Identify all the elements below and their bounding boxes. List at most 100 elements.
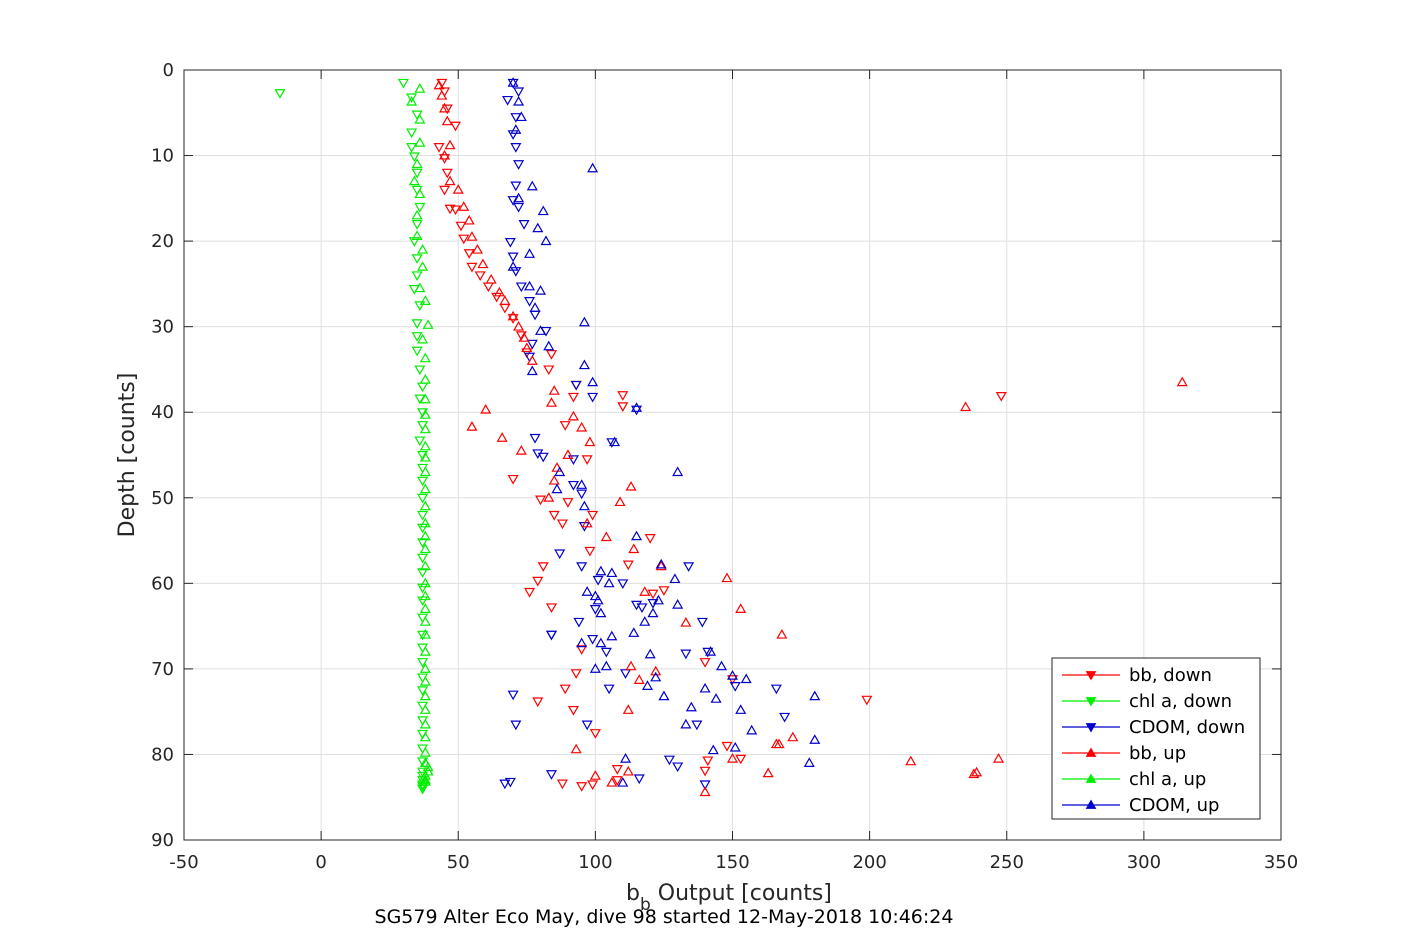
data-point — [603, 577, 615, 588]
data-point — [419, 747, 431, 757]
data-point — [600, 660, 612, 671]
data-point — [589, 663, 601, 673]
data-point — [606, 567, 618, 578]
legend-marker — [1085, 697, 1097, 707]
data-point — [419, 663, 431, 673]
data-point — [397, 78, 409, 89]
data-point — [532, 449, 544, 459]
data-point — [526, 355, 538, 365]
data-point — [787, 731, 799, 742]
data-point — [507, 77, 519, 87]
x-tick-label: 250 — [990, 852, 1024, 873]
data-point — [603, 684, 615, 695]
data-point — [513, 202, 525, 213]
data-point — [537, 562, 549, 572]
data-point — [521, 342, 533, 353]
data-point — [611, 765, 623, 775]
x-axis-label-tail: Output [counts] — [651, 881, 832, 906]
data-point — [633, 774, 645, 785]
y-tick-label: 40 — [151, 402, 174, 423]
x-tick-label: 150 — [715, 852, 749, 873]
data-point — [518, 332, 530, 342]
data-point — [658, 690, 670, 701]
y-tick-label: 80 — [151, 744, 174, 765]
legend-items: bb, down chl a, down CDOM, down bb, up chl a… — [1062, 665, 1245, 816]
data-point — [439, 102, 451, 113]
data-point — [576, 479, 588, 489]
data-point — [609, 436, 621, 447]
data-point — [419, 517, 431, 528]
data-point — [639, 586, 651, 596]
data-point — [735, 754, 747, 765]
data-point — [545, 350, 558, 360]
data-point — [485, 273, 497, 284]
data-point — [617, 402, 629, 412]
data-point — [630, 600, 643, 611]
data-point — [705, 646, 717, 656]
data-point — [417, 658, 429, 668]
x-tick-label: 0 — [315, 852, 326, 873]
data-point — [515, 282, 527, 293]
data-point — [463, 214, 475, 225]
data-point — [419, 500, 431, 511]
data-point — [581, 517, 593, 528]
data-point — [614, 496, 626, 507]
data-point — [414, 282, 426, 293]
data-point — [584, 436, 596, 447]
data-point — [417, 568, 429, 578]
x-axis-label-main: b — [626, 881, 640, 906]
data-points — [274, 77, 1188, 797]
data-point — [567, 410, 579, 421]
data-point — [617, 391, 629, 401]
data-point — [510, 124, 522, 134]
data-point — [408, 152, 420, 163]
data-point — [515, 445, 527, 455]
data-point — [411, 209, 423, 220]
data-point — [721, 741, 733, 752]
data-point — [419, 704, 431, 714]
data-point — [417, 510, 429, 521]
data-point — [606, 630, 618, 641]
data-point — [417, 493, 429, 504]
data-point — [584, 546, 596, 557]
data-point — [968, 768, 980, 779]
data-point — [507, 310, 519, 321]
data-point — [515, 331, 527, 341]
data-point — [411, 319, 423, 329]
figure-caption: SG579 Alter Eco May, dive 98 started 12-… — [375, 906, 954, 928]
data-point — [655, 558, 667, 569]
data-point — [633, 674, 645, 684]
data-point — [680, 649, 692, 660]
data-point — [578, 359, 590, 370]
data-point — [417, 408, 429, 418]
data-point — [683, 562, 695, 572]
data-point — [809, 734, 821, 744]
data-point — [625, 480, 637, 491]
data-point — [672, 466, 684, 477]
data-point — [419, 409, 431, 419]
legend-label: chl a, down — [1129, 691, 1232, 712]
data-point — [458, 201, 470, 211]
data-point — [504, 237, 516, 248]
data-point — [699, 780, 711, 791]
data-point — [532, 222, 544, 233]
data-point — [419, 560, 431, 571]
data-point — [636, 603, 648, 613]
data-point — [419, 543, 431, 554]
legend-label: CDOM, down — [1129, 717, 1245, 738]
data-point — [513, 192, 525, 203]
data-point — [992, 753, 1005, 763]
data-point — [414, 365, 426, 376]
data-point — [534, 495, 547, 506]
data-point — [650, 665, 662, 676]
data-point — [699, 682, 711, 693]
data-point — [628, 627, 640, 637]
data-point — [419, 440, 431, 451]
data-point — [715, 660, 728, 671]
data-point — [419, 731, 431, 742]
y-tick-label: 0 — [163, 60, 174, 81]
data-point — [419, 590, 431, 601]
data-point — [419, 352, 431, 363]
data-point — [274, 89, 286, 99]
data-point — [496, 432, 508, 442]
